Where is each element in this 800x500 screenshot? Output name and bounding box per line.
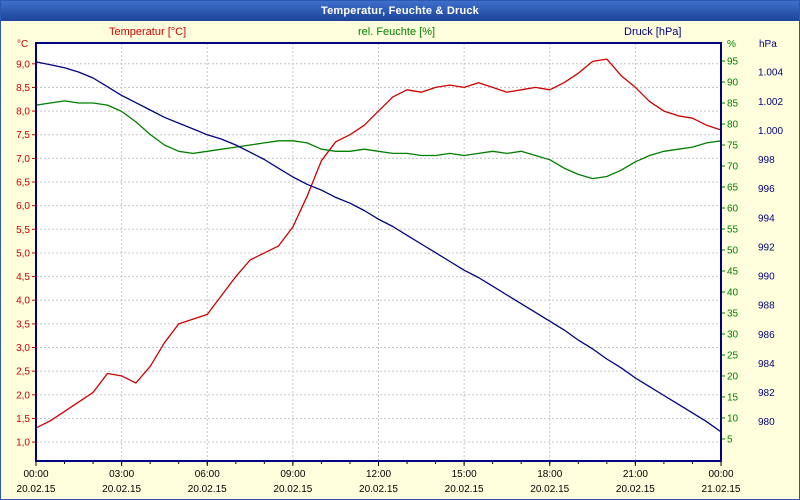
svg-text:20.02.15: 20.02.15 (17, 484, 56, 495)
svg-text:80: 80 (727, 120, 739, 131)
svg-text:1.002: 1.002 (758, 97, 783, 108)
svg-text:1.000: 1.000 (758, 126, 783, 137)
svg-text:60: 60 (727, 204, 739, 215)
svg-text:4,0: 4,0 (16, 296, 30, 307)
temperature-axis-unit: °C (17, 39, 29, 50)
chart-canvas: 9,0 8,5 8,0 7,5 7,0 6,5 6,0 5,5 5,0 4,5 4,0 3,5 3,0 2… (16, 42, 783, 495)
svg-text:5,5: 5,5 (16, 225, 30, 236)
svg-text:20.02.15: 20.02.15 (273, 484, 312, 495)
svg-text:984: 984 (758, 359, 775, 370)
svg-text:21.02.15: 21.02.15 (702, 484, 741, 495)
humidity-axis-unit: % (727, 39, 736, 50)
svg-text:7,5: 7,5 (16, 130, 30, 141)
svg-text:992: 992 (758, 242, 775, 253)
svg-text:30: 30 (727, 329, 739, 340)
svg-text:55: 55 (727, 225, 739, 236)
svg-text:2,0: 2,0 (16, 390, 30, 401)
svg-text:4,5: 4,5 (16, 272, 30, 283)
svg-text:8,5: 8,5 (16, 83, 30, 94)
svg-text:2,5: 2,5 (16, 367, 30, 378)
series-pressure (35, 61, 722, 433)
plot-border (35, 42, 722, 462)
svg-text:18:00: 18:00 (537, 469, 562, 480)
gridlines (36, 43, 721, 461)
svg-text:986: 986 (758, 330, 775, 341)
svg-text:990: 990 (758, 272, 775, 283)
svg-text:20.02.15: 20.02.15 (445, 484, 484, 495)
svg-text:994: 994 (758, 213, 775, 224)
svg-text:25: 25 (727, 350, 739, 361)
series-temperature (35, 58, 722, 429)
temperature-axis-labels: 9,0 8,5 8,0 7,5 7,0 6,5 6,0 5,5 5,0 4,5 4,0 3,5 3,0 2… (16, 59, 35, 449)
svg-text:20.02.15: 20.02.15 (359, 484, 398, 495)
svg-text:90: 90 (727, 78, 739, 89)
svg-text:7,0: 7,0 (16, 154, 30, 165)
humidity-axis-labels: 95 90 85 80 75 70 65 60 55 50 45 40 35 30 25 20 15 10 5 (722, 57, 739, 445)
svg-text:65: 65 (727, 183, 739, 194)
pressure-axis-labels: 1.004 1.002 1.000 998 996 994 992 990 988 986 984 9… (758, 68, 783, 429)
svg-text:1.004: 1.004 (758, 68, 783, 79)
svg-text:20.02.15: 20.02.15 (616, 484, 655, 495)
svg-text:6,0: 6,0 (16, 201, 30, 212)
pressure-axis-unit: hPa (759, 39, 777, 50)
svg-text:75: 75 (727, 141, 739, 152)
svg-text:8,0: 8,0 (16, 107, 30, 118)
svg-text:5: 5 (727, 434, 733, 445)
svg-text:15:00: 15:00 (452, 469, 477, 480)
svg-text:50: 50 (727, 246, 739, 257)
svg-text:12:00: 12:00 (366, 469, 391, 480)
svg-text:06:00: 06:00 (195, 469, 220, 480)
svg-text:40: 40 (727, 287, 739, 298)
svg-text:35: 35 (727, 308, 739, 319)
pressure-series-label: Druck [hPa] (624, 26, 682, 38)
svg-text:6,5: 6,5 (16, 178, 30, 189)
svg-text:998: 998 (758, 155, 775, 166)
svg-text:3,5: 3,5 (16, 319, 30, 330)
svg-text:20.02.15: 20.02.15 (102, 484, 141, 495)
svg-text:20.02.15: 20.02.15 (530, 484, 569, 495)
svg-text:70: 70 (727, 162, 739, 173)
svg-text:45: 45 (727, 267, 739, 278)
svg-text:15: 15 (727, 392, 739, 403)
svg-text:95: 95 (727, 57, 739, 68)
svg-text:982: 982 (758, 388, 775, 399)
svg-text:00:00: 00:00 (708, 469, 733, 480)
svg-text:1,0: 1,0 (16, 438, 30, 449)
svg-text:988: 988 (758, 301, 775, 312)
svg-text:20: 20 (727, 371, 739, 382)
svg-text:5,0: 5,0 (16, 248, 30, 259)
humidity-series-label: rel. Feuchte [%] (358, 26, 436, 38)
svg-text:996: 996 (758, 184, 775, 195)
svg-text:20.02.15: 20.02.15 (188, 484, 227, 495)
svg-text:9,0: 9,0 (16, 59, 30, 70)
svg-text:10: 10 (727, 413, 739, 424)
svg-text:85: 85 (727, 99, 739, 110)
time-axis: 00:00 20.02.15 03:00 20.02.15 06:00 20.02.15 0… (17, 462, 741, 495)
svg-text:03:00: 03:00 (109, 469, 134, 480)
svg-text:09:00: 09:00 (280, 469, 305, 480)
svg-text:980: 980 (758, 417, 775, 428)
svg-text:00:00: 00:00 (23, 469, 48, 480)
series-humidity (35, 100, 722, 180)
svg-text:21:00: 21:00 (623, 469, 648, 480)
temperature-series-label: Temperatur [°C] (109, 26, 187, 38)
svg-text:3,0: 3,0 (16, 343, 30, 354)
svg-text:1,5: 1,5 (16, 414, 30, 425)
window-title: Temperatur, Feuchte & Druck (1, 1, 799, 21)
